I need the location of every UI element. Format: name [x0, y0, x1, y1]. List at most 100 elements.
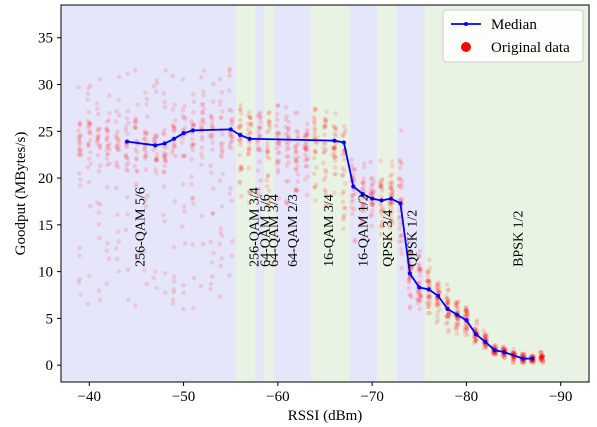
data-point: [454, 301, 459, 306]
data-point: [76, 171, 82, 176]
data-point: [417, 295, 423, 301]
data-point: [220, 141, 225, 146]
data-point: [257, 147, 262, 152]
median-point: [530, 356, 535, 361]
data-point: [387, 181, 393, 186]
median-point: [473, 332, 478, 337]
data-point: [446, 311, 452, 317]
data-point: [350, 211, 355, 217]
data-point: [227, 273, 232, 278]
data-point: [378, 209, 383, 215]
data-point: [170, 107, 176, 112]
data-point: [227, 66, 232, 71]
y-tick-label: 5: [46, 311, 54, 327]
data-point: [399, 181, 405, 187]
data-point: [247, 115, 253, 121]
data-point: [453, 326, 459, 332]
data-point: [323, 174, 328, 180]
data-point: [171, 279, 177, 284]
data-point: [378, 203, 384, 209]
data-point: [123, 152, 129, 158]
data-point: [378, 232, 384, 237]
data-point: [116, 74, 122, 80]
data-point: [454, 325, 460, 331]
data-point: [293, 186, 299, 192]
data-point: [182, 209, 187, 214]
data-point: [114, 135, 119, 140]
data-point: [368, 176, 374, 182]
data-point: [540, 354, 546, 359]
x-tick-label: −80: [455, 389, 478, 405]
data-point: [255, 113, 260, 119]
data-point: [360, 201, 365, 206]
data-point: [340, 165, 346, 171]
data-point: [95, 128, 101, 133]
data-point: [379, 185, 385, 191]
data-point: [425, 278, 430, 284]
data-point: [416, 289, 422, 295]
legend: Median Original data: [442, 9, 584, 63]
data-point: [236, 125, 242, 130]
data-point: [218, 152, 224, 158]
data-point: [378, 184, 384, 189]
data-point: [463, 332, 468, 338]
data-point: [247, 130, 252, 135]
modulation-regions: [61, 5, 589, 382]
data-point: [97, 236, 102, 241]
data-point: [274, 146, 280, 151]
data-point: [332, 125, 338, 130]
data-point: [418, 266, 423, 272]
data-point: [332, 145, 338, 150]
data-point: [312, 148, 318, 154]
data-point: [389, 200, 395, 205]
data-point: [390, 200, 395, 206]
data-point: [113, 119, 119, 124]
data-point: [539, 350, 544, 356]
data-point: [114, 256, 120, 262]
data-point: [540, 354, 546, 359]
data-point: [247, 188, 252, 194]
data-point: [134, 150, 140, 155]
data-point: [389, 159, 395, 164]
data-point: [332, 145, 337, 150]
data-point: [474, 338, 479, 344]
data-point: [286, 154, 291, 159]
data-point: [135, 168, 140, 174]
data-point: [303, 133, 308, 138]
data-point: [455, 323, 461, 328]
data-point: [454, 331, 460, 336]
data-point: [359, 208, 365, 213]
data-point: [182, 241, 188, 246]
data-point: [389, 172, 395, 177]
data-point: [323, 123, 328, 128]
data-point: [379, 207, 385, 213]
data-point: [445, 287, 451, 293]
data-point: [105, 152, 110, 157]
data-point: [78, 148, 83, 154]
data-point: [151, 136, 157, 142]
data-point: [115, 147, 120, 153]
data-point: [105, 134, 110, 140]
data-point: [531, 360, 537, 365]
data-point: [520, 360, 525, 366]
data-point: [276, 159, 282, 164]
data-point: [275, 150, 281, 156]
data-point: [258, 148, 263, 153]
data-point: [238, 193, 244, 199]
data-point: [105, 240, 110, 246]
median-point: [417, 285, 422, 290]
data-point: [189, 141, 195, 147]
data-point: [219, 90, 225, 95]
data-point: [379, 178, 385, 183]
data-point: [436, 287, 442, 293]
data-point: [275, 170, 281, 175]
data-point: [132, 124, 138, 130]
data-point: [368, 213, 374, 219]
data-point: [295, 141, 301, 147]
data-point: [198, 283, 204, 289]
data-point: [417, 298, 422, 304]
data-point: [540, 357, 545, 363]
data-point: [434, 303, 439, 308]
data-point: [425, 292, 431, 298]
data-point: [445, 299, 451, 304]
